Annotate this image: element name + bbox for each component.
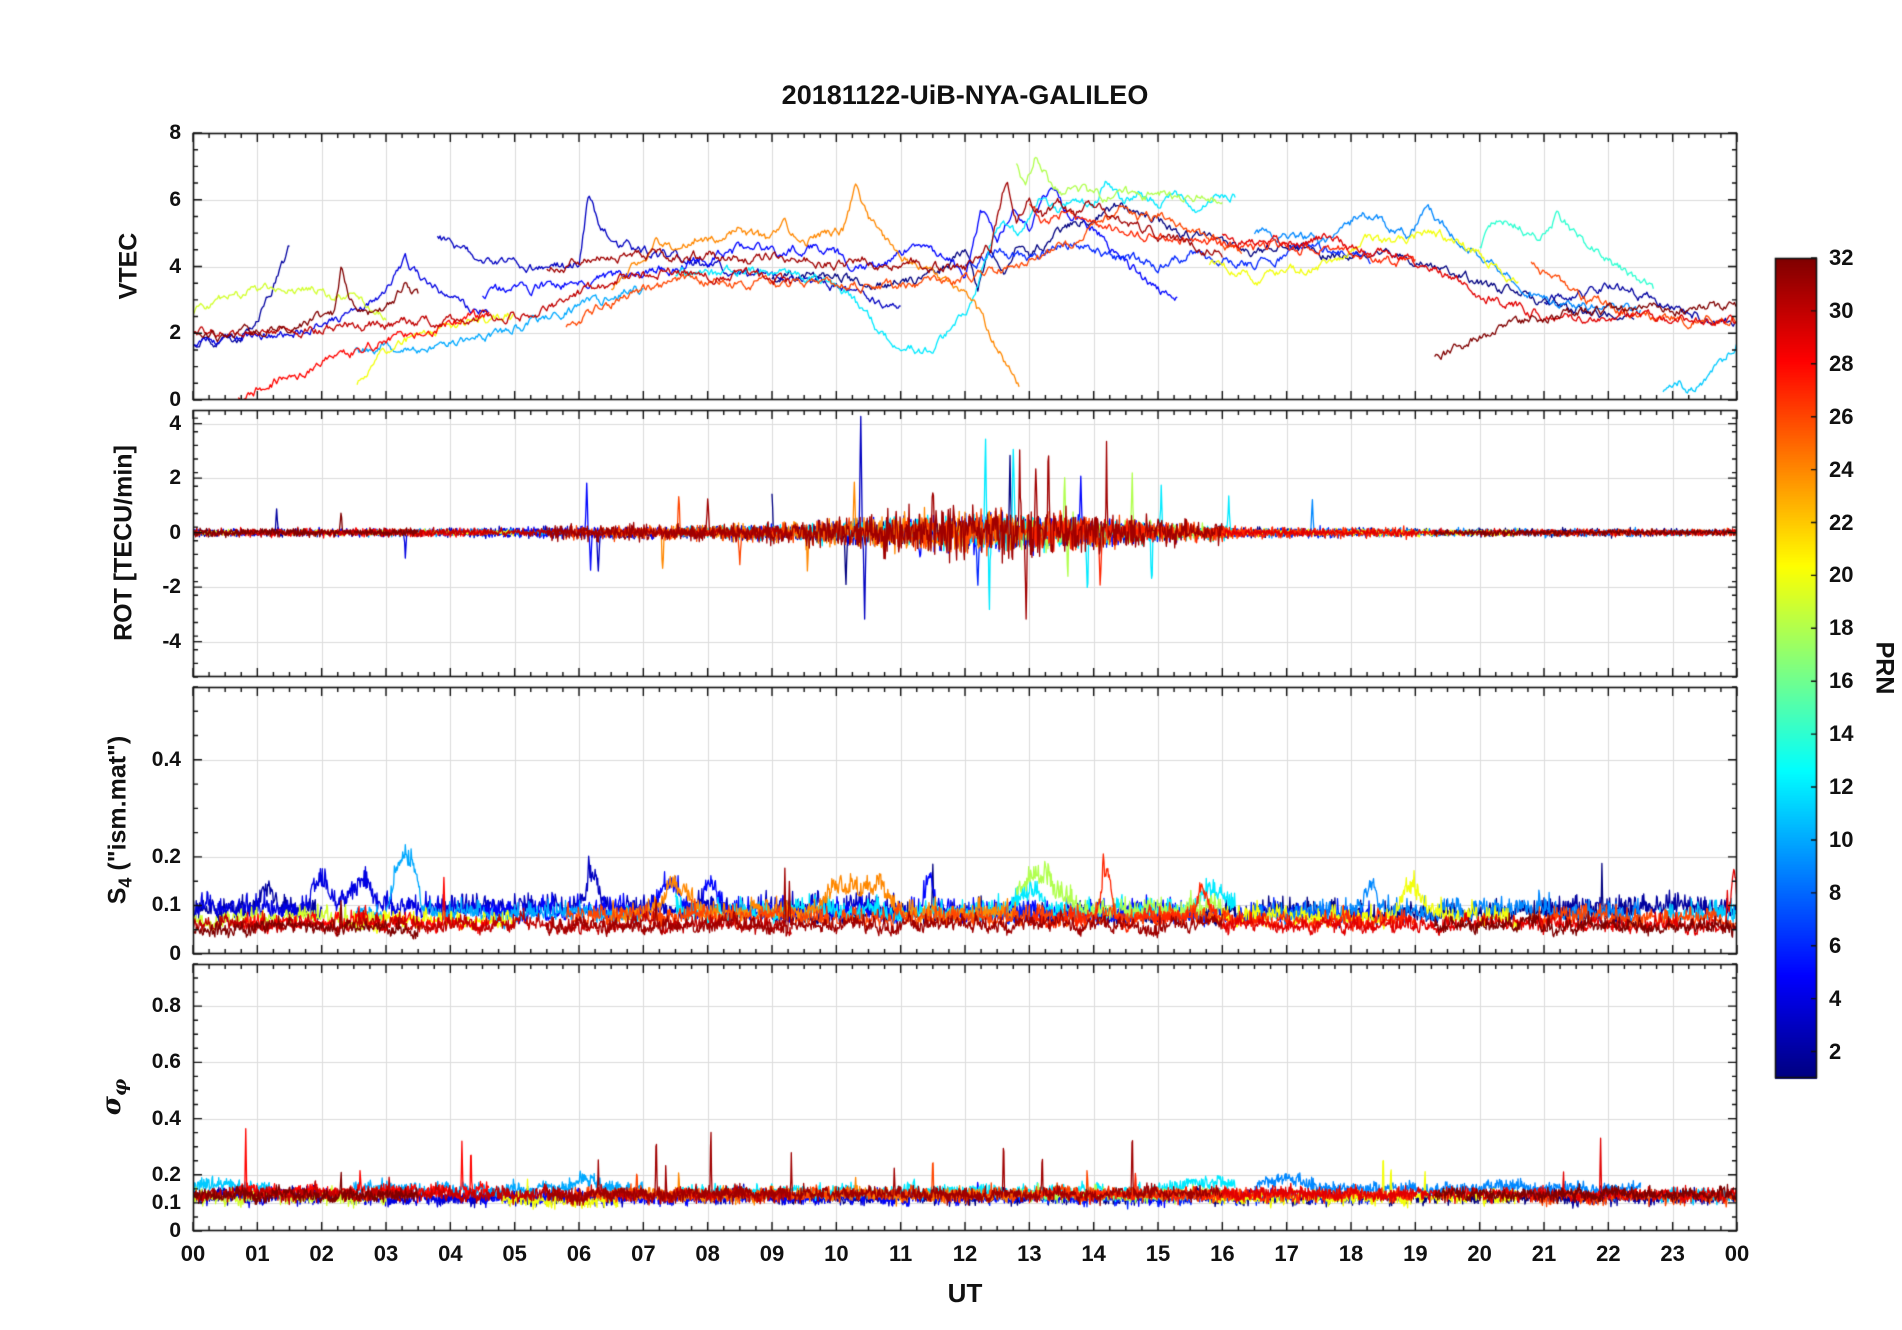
colorbar-tick-label: 32	[1829, 245, 1854, 270]
x-axis-label: UT	[947, 1278, 983, 1308]
x-tick-label: 05	[502, 1241, 527, 1266]
s4-axis-label: S4 ("ism.mat")	[104, 736, 137, 905]
x-tick-label: 00	[1724, 1241, 1750, 1266]
colorbar-tick-label: 10	[1829, 826, 1854, 852]
x-tick-label: 22	[1596, 1241, 1621, 1266]
y-tick-label: 0	[169, 1219, 181, 1242]
colorbar-tick-label: 22	[1829, 509, 1854, 535]
y-tick-label: 0.1	[151, 893, 181, 917]
y-tick-label: 0.4	[151, 747, 181, 771]
s4-label-main: S	[103, 887, 132, 905]
x-tick-label: 20	[1467, 1241, 1492, 1266]
colorbar-tick-label: 12	[1829, 774, 1854, 800]
y-tick-label: 0.6	[151, 1050, 181, 1074]
y-tick-label: 0.1	[151, 1190, 181, 1214]
x-tick-label: 02	[309, 1241, 334, 1266]
chart-title: 20181122-UiB-NYA-GALILEO	[781, 80, 1149, 110]
colorbar-label: PRN	[1870, 641, 1899, 695]
x-tick-label: 12	[952, 1241, 978, 1266]
colorbar-tick-label: 30	[1829, 297, 1854, 323]
colorbar-tick-label: 26	[1829, 403, 1854, 429]
x-tick-label: 18	[1338, 1241, 1364, 1266]
x-tick-label: 21	[1531, 1241, 1557, 1266]
s4-label-rest: ("ism.mat")	[103, 735, 132, 878]
x-tick-label: 10	[824, 1241, 849, 1266]
x-tick-label: 17	[1274, 1241, 1299, 1266]
x-tick-label: 14	[1081, 1241, 1106, 1266]
vtec-axis-label: VTEC	[114, 232, 143, 300]
colorbar-tick-label: 2	[1829, 1038, 1842, 1064]
y-tick-label: -2	[162, 575, 181, 599]
x-tick-label: 08	[695, 1241, 720, 1266]
y-tick-label: -4	[162, 629, 181, 653]
colorbar-tick-label: 14	[1829, 721, 1854, 747]
x-tick-label: 03	[373, 1241, 399, 1266]
y-tick-label: 0.8	[151, 994, 181, 1018]
x-tick-label: 06	[566, 1241, 592, 1266]
y-tick-label: 2	[169, 466, 181, 490]
x-tick-label: 00	[180, 1241, 206, 1266]
sigma-label-sub: φ	[109, 1078, 132, 1097]
colorbar-tick-label: 28	[1829, 350, 1854, 376]
x-tick-label: 04	[438, 1241, 463, 1266]
colorbar-tick-label: 4	[1829, 985, 1842, 1011]
sigma-label-main: σ	[96, 1096, 127, 1116]
colorbar-tick-label: 20	[1829, 562, 1854, 588]
colorbar-tick-label: 8	[1829, 879, 1842, 905]
y-tick-label: 0.4	[151, 1106, 181, 1130]
y-tick-label: 8	[169, 121, 181, 144]
x-tick-label: 01	[245, 1241, 270, 1266]
y-tick-label: 4	[169, 254, 181, 278]
x-tick-label: 23	[1660, 1241, 1685, 1266]
x-tick-label: 11	[889, 1241, 913, 1266]
y-tick-label: 0	[169, 388, 181, 411]
colorbar-tick-label: 6	[1829, 932, 1842, 958]
x-tick-label: 09	[759, 1241, 785, 1266]
x-tick-label: 19	[1403, 1241, 1428, 1266]
rot-axis-label: ROT [TECU/min]	[109, 445, 138, 641]
y-tick-label: 0.2	[151, 1162, 181, 1186]
y-tick-label: 6	[169, 187, 181, 211]
y-tick-label: 0	[169, 520, 181, 544]
colorbar-tick-label: 16	[1829, 668, 1854, 694]
x-tick-label: 07	[631, 1241, 656, 1266]
x-tick-label: 16	[1210, 1241, 1235, 1266]
y-tick-label: 0	[169, 942, 181, 965]
x-tick-label: 13	[1017, 1241, 1042, 1266]
colorbar-tick-label: 18	[1829, 615, 1854, 641]
sigma-phi-axis-label: σφ	[97, 1079, 131, 1115]
y-tick-label: 2	[169, 321, 181, 345]
colorbar-tick-label: 24	[1829, 456, 1854, 482]
y-tick-label: 4	[169, 411, 181, 435]
x-tick-label: 15	[1145, 1241, 1171, 1266]
y-tick-label: 0.2	[151, 844, 181, 868]
s4-label-sub: 4	[115, 877, 136, 888]
